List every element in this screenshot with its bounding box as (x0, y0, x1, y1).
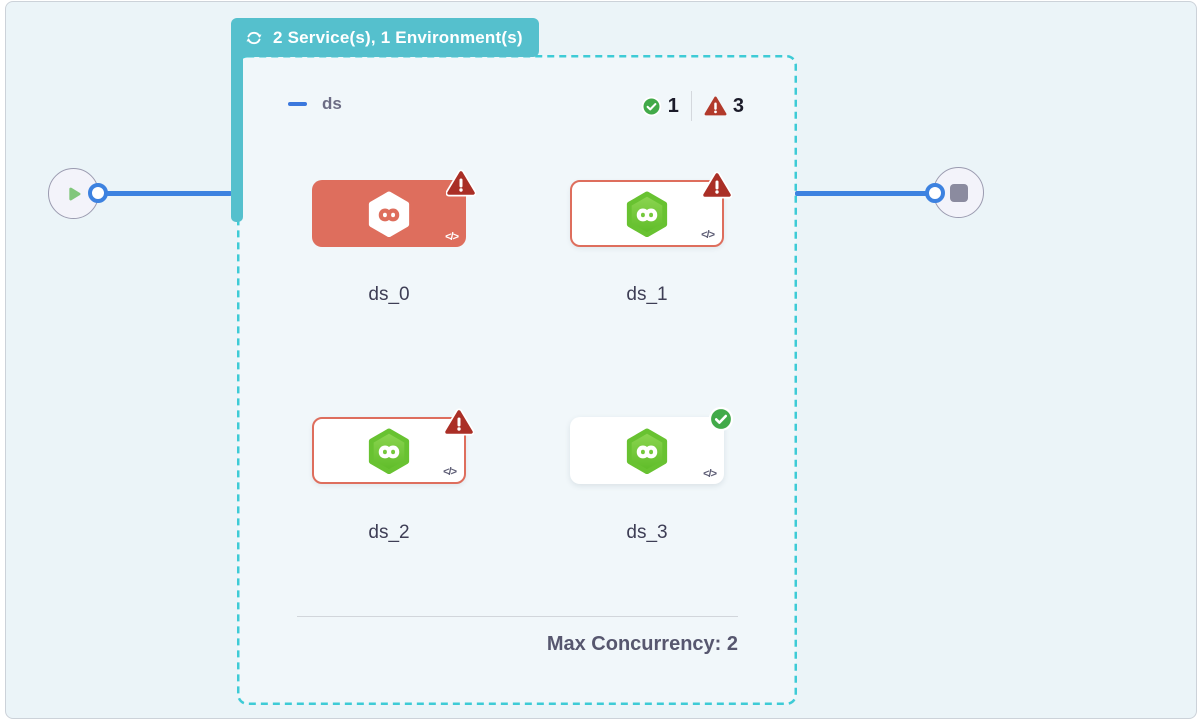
footer-divider (297, 616, 738, 617)
warning-badge-icon (446, 169, 476, 197)
loop-icon (244, 28, 264, 48)
code-icon: </> (701, 229, 715, 241)
code-icon: </> (445, 231, 459, 243)
service-node-ds_2[interactable]: </> (312, 417, 466, 484)
stage-group-ds[interactable]: ds 1 3 </> ds_0 </> ds_1 </> ds_2 (238, 56, 796, 704)
warning-badge-icon (702, 171, 732, 199)
edge-start-to-group (97, 191, 232, 196)
success-count-icon (641, 96, 662, 117)
stop-icon (949, 183, 968, 202)
code-icon: </> (443, 466, 457, 478)
badge-tail (231, 45, 243, 222)
pipeline-canvas (5, 1, 1197, 719)
services-environments-badge[interactable]: 2 Service(s), 1 Environment(s) (231, 18, 539, 57)
code-icon: </> (703, 468, 717, 480)
success-badge-icon (708, 406, 734, 432)
service-node-label: ds_1 (626, 284, 668, 305)
service-hexagon-icon (366, 428, 412, 474)
error-count: 3 (732, 94, 744, 117)
start-port-dot (88, 183, 108, 203)
service-hexagon-icon (624, 191, 670, 237)
service-hexagon-icon (366, 191, 412, 237)
service-node-label: ds_0 (368, 284, 410, 305)
stage-group-name: ds (322, 94, 342, 113)
service-node-label: ds_3 (626, 522, 668, 543)
service-node-ds_1[interactable]: </> (570, 180, 724, 247)
badge-label: 2 Service(s), 1 Environment(s) (273, 27, 523, 47)
edge-group-to-end (795, 191, 936, 196)
service-node-label: ds_2 (368, 522, 410, 543)
count-divider (690, 91, 692, 121)
error-count-icon (704, 95, 727, 117)
end-port-dot (925, 183, 945, 203)
success-count: 1 (667, 94, 679, 117)
service-node-ds_0[interactable]: </> (312, 180, 466, 247)
play-icon (63, 183, 85, 205)
service-node-ds_3[interactable]: </> (570, 417, 724, 484)
service-hexagon-icon (624, 428, 670, 474)
status-counts: 1 3 (641, 88, 744, 124)
warning-badge-icon (444, 408, 474, 436)
max-concurrency-label: Max Concurrency: 2 (546, 633, 738, 655)
collapse-group-button[interactable] (282, 94, 312, 112)
